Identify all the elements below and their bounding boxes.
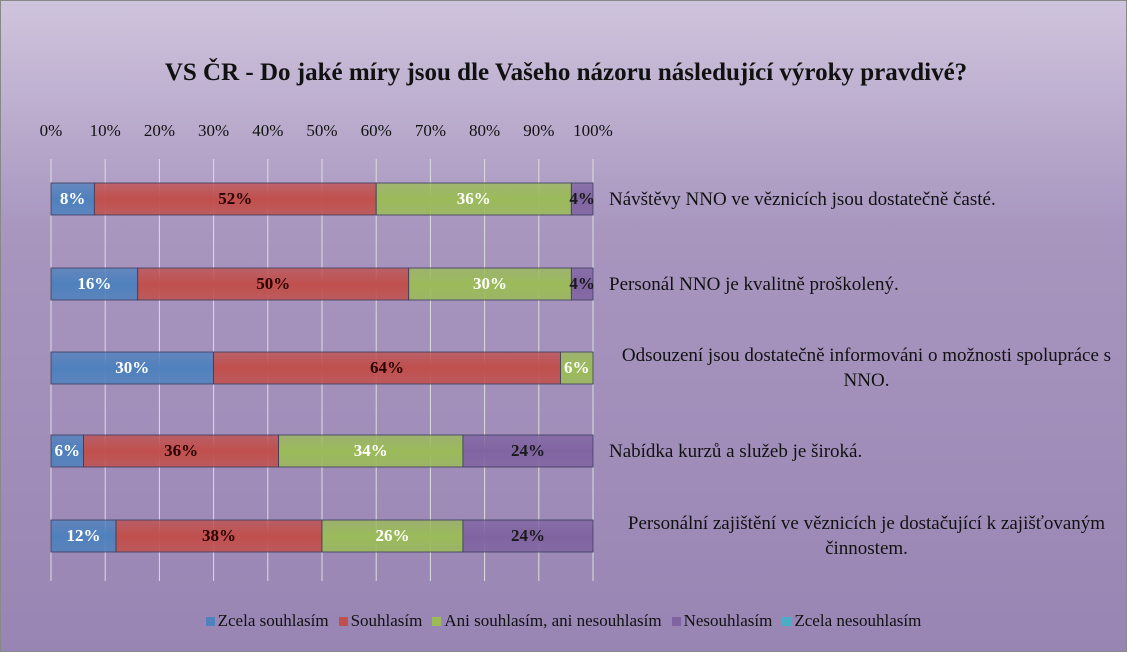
bar: [321, 519, 464, 553]
bar: [570, 182, 594, 216]
legend-label: Ani souhlasím, ani nesouhlasím: [444, 611, 662, 630]
data-label: 26%: [375, 526, 409, 545]
data-label: 52%: [218, 189, 252, 208]
bar: [50, 267, 139, 301]
bar: [50, 182, 95, 216]
data-label: 16%: [77, 274, 111, 293]
data-label: 38%: [202, 526, 236, 545]
data-label: 4%: [569, 189, 595, 208]
data-label: 8%: [60, 189, 86, 208]
data-label: 24%: [511, 441, 545, 460]
legend-label: Nesouhlasím: [683, 611, 773, 630]
legend-item: Nesouhlasím: [671, 611, 773, 631]
data-label: 36%: [457, 189, 491, 208]
bar: [570, 267, 594, 301]
category-text: Návštěvy NNO ve věznicích jsou dostatečn…: [609, 188, 996, 210]
x-tick-label: 40%: [252, 121, 283, 140]
legend-swatch: [205, 617, 215, 626]
data-label: 24%: [511, 526, 545, 545]
bar: [50, 519, 117, 553]
data-label: 4%: [569, 274, 595, 293]
x-tick-label: 80%: [469, 121, 500, 140]
legend-label: Souhlasím: [350, 611, 423, 630]
bar: [278, 434, 464, 468]
category-label: Odsouzení jsou dostatečně informováni o …: [609, 338, 1124, 398]
bar: [83, 434, 280, 468]
x-tick-label: 100%: [573, 121, 613, 140]
category-text: Personální zajištění ve věznicích je dos…: [627, 513, 1106, 559]
legend-item: Zcela souhlasím: [205, 611, 329, 631]
legend: Zcela souhlasím Souhlasím Ani souhlasím, a…: [1, 611, 1126, 631]
x-tick-label: 50%: [306, 121, 337, 140]
category-text: Nabídka kurzů a služeb je široká.: [609, 440, 863, 462]
category-label: Nabídka kurzů a služeb je široká.: [609, 421, 1124, 481]
data-label: 6%: [564, 358, 590, 377]
bar: [560, 351, 594, 385]
bar: [462, 519, 594, 553]
x-tick-label: 70%: [415, 121, 446, 140]
x-tick-label: 30%: [198, 121, 229, 140]
x-tick-label: 20%: [144, 121, 175, 140]
bar: [408, 267, 572, 301]
legend-label: Zcela souhlasím: [217, 611, 329, 630]
data-label: 50%: [256, 274, 290, 293]
legend-swatch: [338, 617, 348, 626]
bar: [462, 434, 594, 468]
legend-item: Souhlasím: [338, 611, 423, 631]
data-label: 36%: [164, 441, 198, 460]
data-label: 30%: [115, 358, 149, 377]
data-label: 12%: [67, 526, 101, 545]
legend-swatch: [671, 617, 681, 626]
bar: [137, 267, 410, 301]
data-label: 34%: [354, 441, 388, 460]
bar: [115, 519, 323, 553]
category-label: Personál NNO je kvalitně proškolený.: [609, 254, 1124, 314]
data-label: 6%: [55, 441, 81, 460]
legend-swatch: [432, 617, 442, 626]
data-label: 30%: [473, 274, 507, 293]
category-text: Odsouzení jsou dostatečně informováni o …: [621, 345, 1112, 391]
category-label: Návštěvy NNO ve věznicích jsou dostatečn…: [609, 169, 1124, 229]
data-label: 64%: [370, 358, 404, 377]
legend-swatch: [782, 617, 792, 626]
legend-item: Zcela nesouhlasím: [782, 611, 921, 631]
x-tick-label: 0%: [40, 121, 63, 140]
x-tick-label: 90%: [523, 121, 554, 140]
bar: [50, 351, 215, 385]
chart-title: VS ČR - Do jaké míry jsou dle Vašeho náz…: [164, 59, 968, 86]
x-tick-label: 60%: [361, 121, 392, 140]
legend-item: Ani souhlasím, ani nesouhlasím: [432, 611, 662, 631]
category-label: Personální zajištění ve věznicích je dos…: [609, 506, 1124, 566]
legend-label: Zcela nesouhlasím: [794, 611, 922, 630]
x-tick-label: 10%: [90, 121, 121, 140]
category-text: Personál NNO je kvalitně proškolený.: [609, 273, 899, 295]
